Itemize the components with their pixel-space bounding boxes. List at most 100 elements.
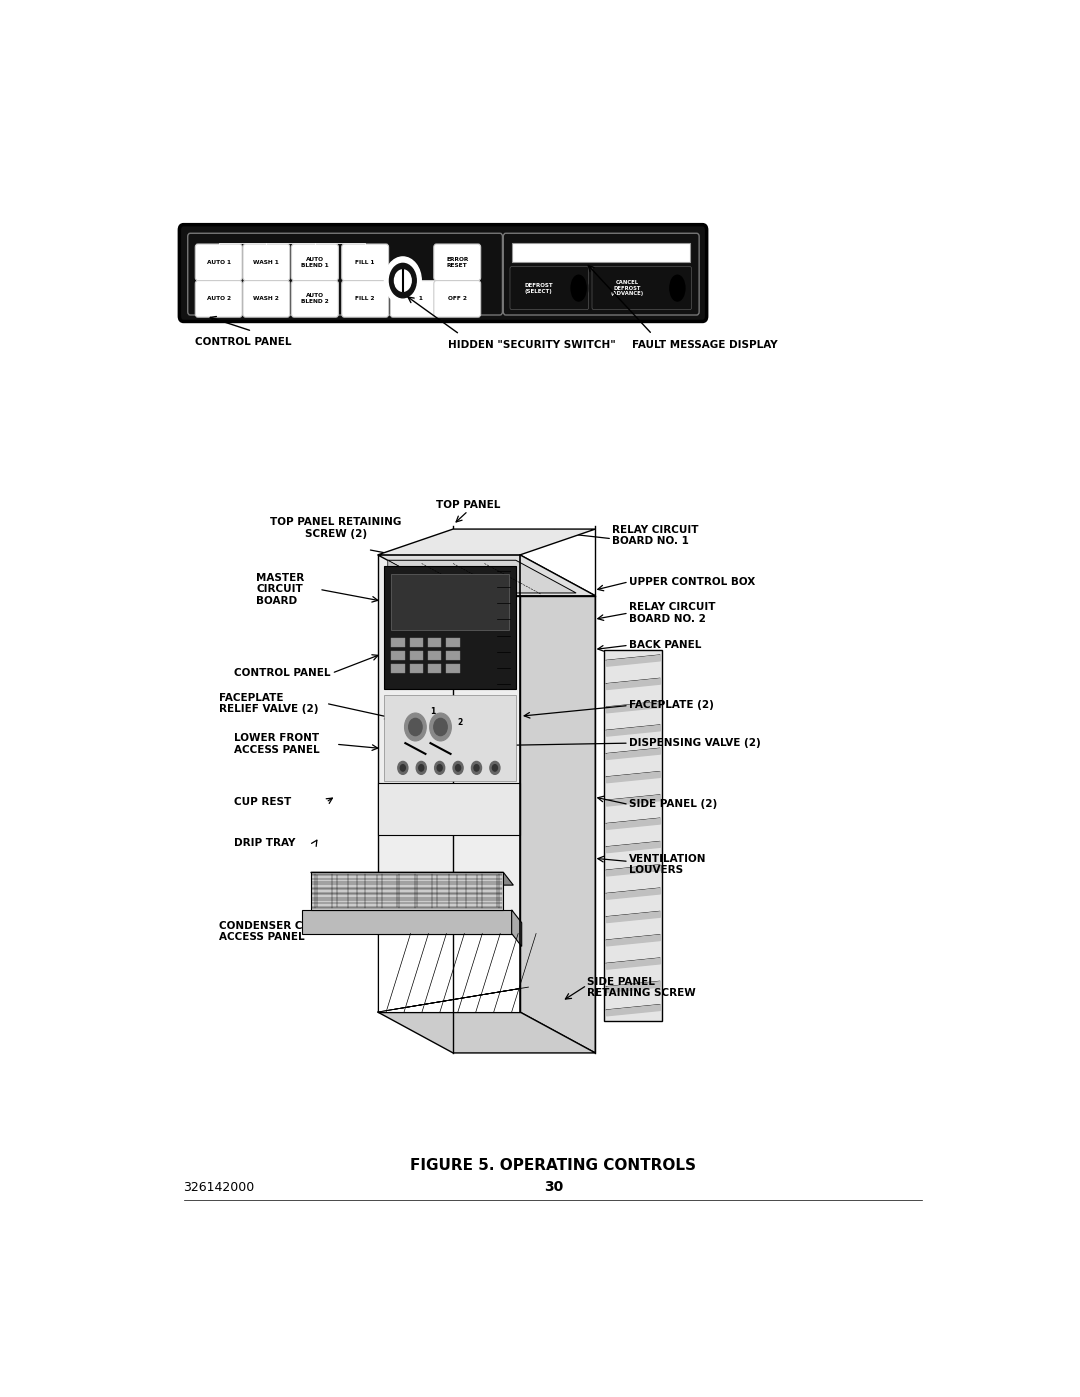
Ellipse shape <box>669 272 687 303</box>
Text: SIDE PANEL
RETAINING SCREW: SIDE PANEL RETAINING SCREW <box>588 977 696 997</box>
Text: CONTROL PANEL: CONTROL PANEL <box>195 337 292 346</box>
Text: UPPER CONTROL BOX: UPPER CONTROL BOX <box>629 577 755 587</box>
Polygon shape <box>311 872 503 909</box>
Text: 1: 1 <box>431 707 435 717</box>
Text: CONDENSER COIL
ACCESS PANEL: CONDENSER COIL ACCESS PANEL <box>218 921 322 942</box>
Text: FIGURE 5. OPERATING CONTROLS: FIGURE 5. OPERATING CONTROLS <box>410 1158 697 1173</box>
Polygon shape <box>378 555 521 1011</box>
Circle shape <box>437 764 442 771</box>
Text: DRIP TRAY: DRIP TRAY <box>233 838 295 848</box>
Polygon shape <box>302 909 512 933</box>
Polygon shape <box>388 560 448 617</box>
FancyBboxPatch shape <box>434 281 481 317</box>
Bar <box>391 637 405 647</box>
FancyBboxPatch shape <box>243 244 289 281</box>
Bar <box>428 664 442 673</box>
Bar <box>446 651 460 661</box>
Text: FACEPLATE (2): FACEPLATE (2) <box>629 700 714 711</box>
Bar <box>384 694 516 781</box>
Text: OFF 2: OFF 2 <box>448 296 467 302</box>
Circle shape <box>492 764 498 771</box>
FancyBboxPatch shape <box>243 281 289 317</box>
Text: FILL 1: FILL 1 <box>355 260 375 265</box>
Text: CANCEL
DEFROST
(ADVANCE): CANCEL DEFROST (ADVANCE) <box>610 279 644 296</box>
Bar <box>378 933 521 1011</box>
Circle shape <box>384 257 421 305</box>
Text: RELAY CIRCUIT
BOARD NO. 2: RELAY CIRCUIT BOARD NO. 2 <box>629 602 715 624</box>
Text: 2: 2 <box>457 718 462 726</box>
Polygon shape <box>311 872 513 886</box>
Text: OFF 1: OFF 1 <box>404 296 423 302</box>
Bar <box>604 650 662 1021</box>
Text: TOP PANEL: TOP PANEL <box>436 500 500 510</box>
Circle shape <box>472 761 482 774</box>
Circle shape <box>405 712 427 740</box>
Text: LOWER FRONT
ACCESS PANEL: LOWER FRONT ACCESS PANEL <box>233 733 320 754</box>
Text: HIDDEN "SECURITY SWITCH": HIDDEN "SECURITY SWITCH" <box>448 339 616 349</box>
Text: TOP PANEL RETAINING
SCREW (2): TOP PANEL RETAINING SCREW (2) <box>270 517 402 539</box>
Bar <box>391 651 405 661</box>
Polygon shape <box>388 560 576 592</box>
Text: 30: 30 <box>544 1180 563 1194</box>
Circle shape <box>408 718 422 736</box>
Circle shape <box>397 761 408 774</box>
Text: FACEPLATE
RELIEF VALVE (2): FACEPLATE RELIEF VALVE (2) <box>218 693 319 714</box>
FancyBboxPatch shape <box>188 233 502 314</box>
FancyBboxPatch shape <box>195 244 242 281</box>
Text: BACK PANEL: BACK PANEL <box>629 640 701 650</box>
FancyBboxPatch shape <box>195 281 242 317</box>
Text: CUP REST: CUP REST <box>233 798 291 807</box>
Bar <box>409 664 423 673</box>
Polygon shape <box>378 1011 595 1053</box>
Text: FAULT MESSAGE DISPLAY: FAULT MESSAGE DISPLAY <box>632 339 778 349</box>
Text: SIDE PANEL (2): SIDE PANEL (2) <box>629 799 717 809</box>
Circle shape <box>434 718 447 736</box>
Circle shape <box>401 764 405 771</box>
FancyBboxPatch shape <box>592 267 691 310</box>
FancyBboxPatch shape <box>503 233 699 314</box>
FancyBboxPatch shape <box>341 281 389 317</box>
Ellipse shape <box>569 272 588 303</box>
Text: AUTO
BLEND 1: AUTO BLEND 1 <box>301 257 328 268</box>
Circle shape <box>454 761 463 774</box>
Text: ERROR
RESET: ERROR RESET <box>446 257 469 268</box>
Ellipse shape <box>670 275 685 300</box>
FancyBboxPatch shape <box>510 267 589 310</box>
Polygon shape <box>378 529 595 555</box>
Bar <box>391 574 509 630</box>
Bar <box>384 566 516 689</box>
Text: MASTER
CIRCUIT
BOARD: MASTER CIRCUIT BOARD <box>256 573 305 606</box>
Text: WASH 2: WASH 2 <box>254 296 280 302</box>
Text: DEFROST
(SELECT): DEFROST (SELECT) <box>524 282 553 293</box>
Circle shape <box>390 264 416 298</box>
Circle shape <box>430 712 451 740</box>
Text: AUTO 1: AUTO 1 <box>206 260 231 265</box>
Bar <box>378 782 521 834</box>
Circle shape <box>474 764 480 771</box>
Text: AUTO
BLEND 2: AUTO BLEND 2 <box>301 293 328 305</box>
Circle shape <box>434 761 445 774</box>
Circle shape <box>490 761 500 774</box>
Bar <box>409 637 423 647</box>
Circle shape <box>394 270 411 292</box>
Ellipse shape <box>571 275 586 300</box>
Text: WASH 1: WASH 1 <box>254 260 280 265</box>
FancyBboxPatch shape <box>390 281 437 317</box>
Polygon shape <box>521 555 595 1053</box>
Text: RELAY CIRCUIT
BOARD NO. 1: RELAY CIRCUIT BOARD NO. 1 <box>612 525 699 546</box>
Text: VENTILATION
LOUVERS: VENTILATION LOUVERS <box>629 854 706 876</box>
Text: AUTO 2: AUTO 2 <box>206 296 231 302</box>
Polygon shape <box>378 555 595 595</box>
Circle shape <box>419 764 423 771</box>
Bar <box>446 637 460 647</box>
Bar <box>409 651 423 661</box>
Bar <box>391 664 405 673</box>
Text: DISPENSING VALVE (2): DISPENSING VALVE (2) <box>629 738 760 749</box>
Bar <box>446 664 460 673</box>
Polygon shape <box>512 909 522 946</box>
FancyBboxPatch shape <box>292 244 338 281</box>
Text: CONTROL PANEL: CONTROL PANEL <box>233 668 330 678</box>
Circle shape <box>416 761 427 774</box>
Bar <box>428 651 442 661</box>
Text: 326142000: 326142000 <box>184 1180 255 1194</box>
